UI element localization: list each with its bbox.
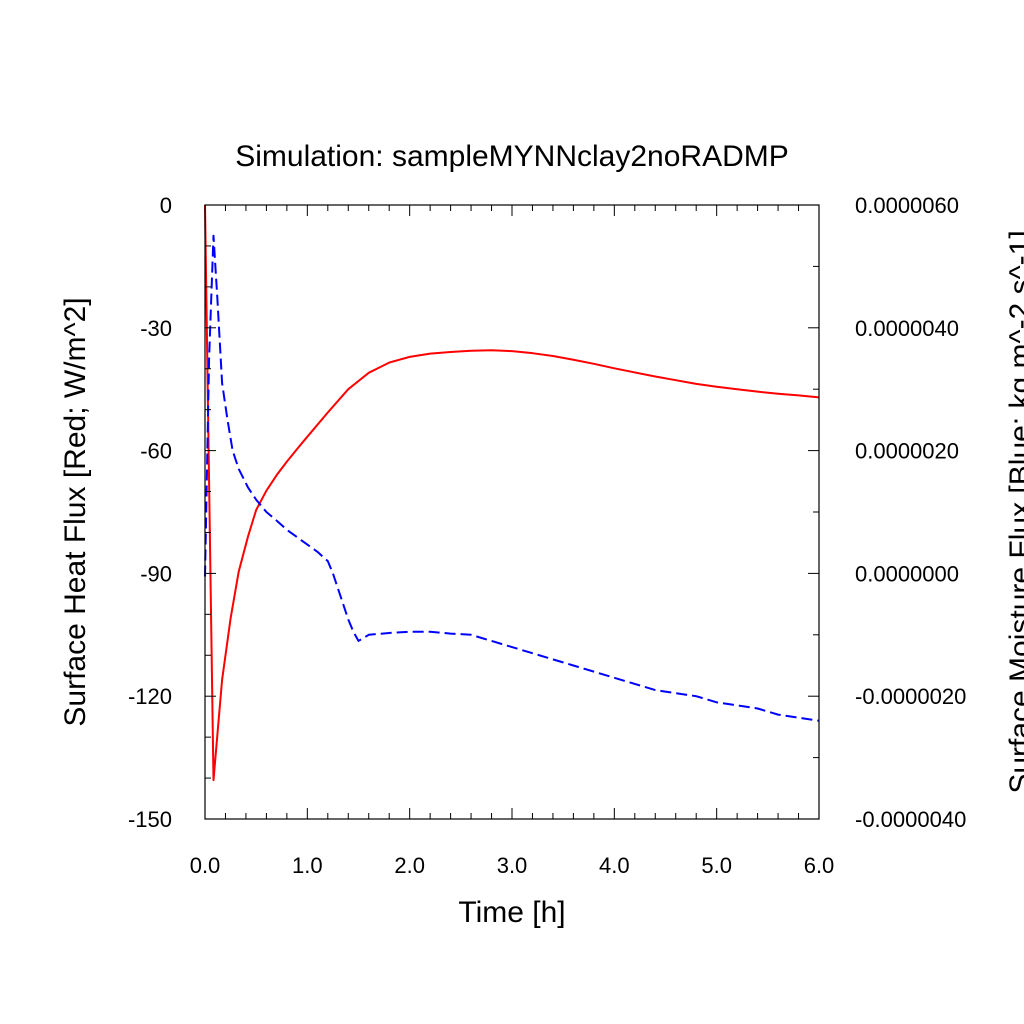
series-line-2: [204, 234, 820, 722]
y2-tick-label: 0.0000000: [855, 561, 959, 586]
y-tick-label: 0: [160, 193, 172, 218]
plot-frame: [204, 204, 820, 820]
y2-tick-label: 0.0000020: [855, 439, 959, 464]
x-axis-label: Time [h]: [458, 896, 565, 929]
x-tick-label: 5.0: [701, 853, 732, 878]
plot-lines: [204, 204, 820, 782]
y-axis-label: Surface Heat Flux [Red; W/m^2]: [59, 297, 92, 726]
x-tick-label: 4.0: [599, 853, 630, 878]
y2-tick-label: 0.0000060: [855, 193, 959, 218]
y-tick-label: -150: [128, 807, 172, 832]
x-tick-label: 6.0: [804, 853, 835, 878]
y-tick-label: -30: [140, 316, 172, 341]
x-tick-label: 3.0: [497, 853, 528, 878]
chart-title: Simulation: sampleMYNNclay2noRADMP: [235, 140, 789, 173]
x-tick-label: 1.0: [292, 853, 323, 878]
y-tick-label: -120: [128, 684, 172, 709]
series-line-1: [204, 204, 820, 782]
y2-tick-label: 0.0000040: [855, 316, 959, 341]
y-tick-label: -60: [140, 439, 172, 464]
x-tick-label: 2.0: [394, 853, 425, 878]
x-tick-label: 0.0: [190, 853, 221, 878]
y-tick-label: -90: [140, 561, 172, 586]
axis-ticks: [204, 204, 820, 820]
y2-axis-label: Surface Moisture Flux [Blue; kg m^-2 s^-…: [1004, 230, 1024, 793]
axis-tick-labels: 0.0 1.0 2.0 3.0 4.0 5.0 6.0 0 -30 -60 -90 -120 -150 0…: [128, 193, 966, 878]
y2-tick-label: -0.0000020: [855, 684, 966, 709]
y2-tick-label: -0.0000040: [855, 807, 966, 832]
